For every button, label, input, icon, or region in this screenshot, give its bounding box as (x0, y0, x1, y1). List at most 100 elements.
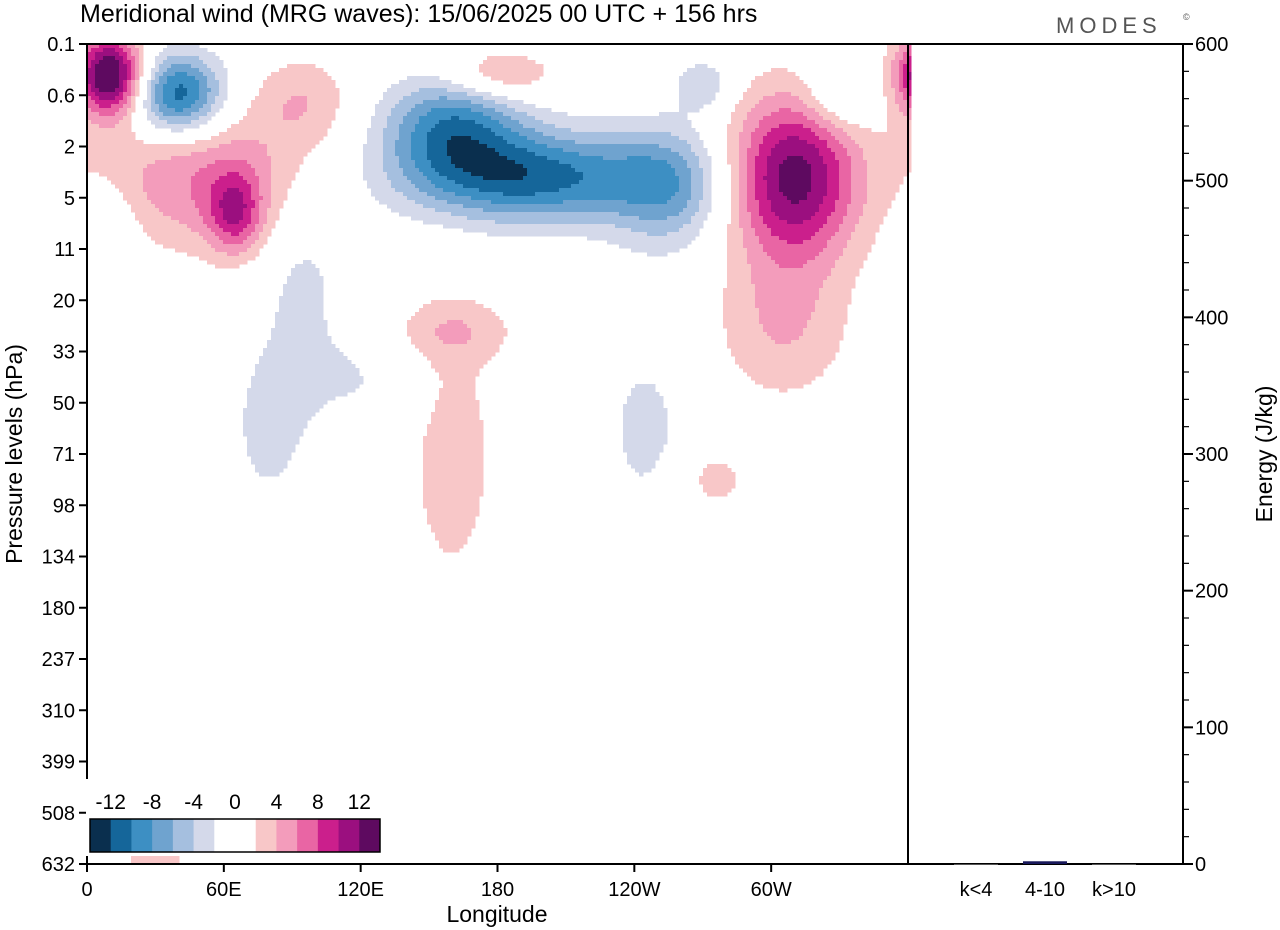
heatmap-cell (219, 172, 224, 177)
heatmap-cell (167, 84, 172, 89)
heatmap-cell (643, 176, 648, 181)
heatmap-cell (175, 116, 180, 121)
heatmap-cell (275, 120, 280, 125)
heatmap-cell (567, 148, 572, 153)
heatmap-cell (575, 164, 580, 169)
heatmap-cell (495, 72, 500, 77)
heatmap-cell (855, 132, 860, 137)
heatmap-cell (647, 140, 652, 145)
heatmap-cell (479, 184, 484, 189)
heatmap-cell (551, 140, 556, 145)
heatmap-cell (807, 168, 812, 173)
heatmap-cell (691, 136, 696, 141)
heatmap-cell (643, 164, 648, 169)
heatmap-cell (295, 120, 300, 125)
heatmap-cell (751, 128, 756, 133)
heatmap-cell (179, 76, 184, 81)
heatmap-cell (527, 144, 532, 149)
heatmap-cell (495, 120, 500, 125)
heatmap-cell (707, 184, 712, 189)
heatmap-cell (707, 92, 712, 97)
heatmap-cell (875, 176, 880, 181)
heatmap-cell (499, 132, 504, 137)
heatmap-cell (811, 96, 816, 101)
heatmap-cell (115, 152, 120, 157)
heatmap-cell (103, 88, 108, 93)
heatmap-cell (387, 144, 392, 149)
heatmap-cell (759, 120, 764, 125)
heatmap-cell (511, 100, 516, 105)
heatmap-cell (127, 176, 132, 181)
heatmap-cell (675, 112, 680, 117)
heatmap-cell (419, 112, 424, 117)
heatmap-cell (155, 112, 160, 117)
heatmap-cell (695, 160, 700, 165)
heatmap-cell (187, 96, 192, 101)
heatmap-cell (811, 136, 816, 141)
heatmap-cell (195, 180, 200, 185)
heatmap-cell (787, 156, 792, 161)
heatmap-cell (459, 164, 464, 169)
heatmap-cell (291, 112, 296, 117)
heatmap-cell (667, 140, 672, 145)
heatmap-cell (107, 148, 112, 153)
heatmap-cell (451, 84, 456, 89)
heatmap-cell (823, 144, 828, 149)
heatmap-cell (103, 44, 108, 49)
heatmap-cell (291, 96, 296, 101)
heatmap-cell (467, 180, 472, 185)
heatmap-cell (891, 176, 896, 181)
heatmap-cell (507, 184, 512, 189)
heatmap-cell (115, 168, 120, 173)
heatmap-cell (283, 72, 288, 77)
heatmap-cell (407, 92, 412, 97)
heatmap-cell (415, 132, 420, 137)
heatmap-cell (479, 64, 484, 69)
heatmap-cell (107, 112, 112, 117)
heatmap-cell (227, 180, 232, 185)
heatmap-cell (427, 192, 432, 197)
heatmap-cell (123, 80, 128, 85)
heatmap-cell (431, 136, 436, 141)
heatmap-cell (227, 188, 232, 193)
heatmap-cell (167, 184, 172, 189)
heatmap-cell (659, 144, 664, 149)
heatmap-cell (483, 92, 488, 97)
heatmap-cell (271, 80, 276, 85)
heatmap-cell (187, 168, 192, 173)
heatmap-cell (743, 180, 748, 185)
heatmap-cell (839, 164, 844, 169)
heatmap-cell (711, 92, 716, 97)
heatmap-cell (847, 188, 852, 193)
heatmap-cell (803, 88, 808, 93)
heatmap-cell (527, 116, 532, 121)
heatmap-cell (175, 180, 180, 185)
heatmap-cell (763, 104, 768, 109)
heatmap-cell (783, 68, 788, 73)
heatmap-cell (907, 112, 912, 117)
heatmap-cell (271, 124, 276, 129)
heatmap-cell (859, 132, 864, 137)
heatmap-cell (507, 148, 512, 153)
heatmap-cell (895, 144, 900, 149)
heatmap-cell (691, 180, 696, 185)
heatmap-cell (455, 88, 460, 93)
heatmap-cell (511, 132, 516, 137)
heatmap-cell (891, 84, 896, 89)
heatmap-cell (579, 160, 584, 165)
heatmap-cell (271, 176, 276, 181)
heatmap-cell (447, 108, 452, 113)
heatmap-cell (159, 116, 164, 121)
heatmap-cell (899, 84, 904, 89)
heatmap-cell (819, 160, 824, 165)
heatmap-cell (123, 172, 128, 177)
heatmap-cell (651, 144, 656, 149)
heatmap-cell (891, 152, 896, 157)
heatmap-cell (803, 96, 808, 101)
heatmap-cell (547, 136, 552, 141)
heatmap-cell (115, 136, 120, 141)
heatmap-cell (767, 104, 772, 109)
heatmap-cell (435, 164, 440, 169)
heatmap-cell (799, 176, 804, 181)
heatmap-cell (499, 168, 504, 173)
